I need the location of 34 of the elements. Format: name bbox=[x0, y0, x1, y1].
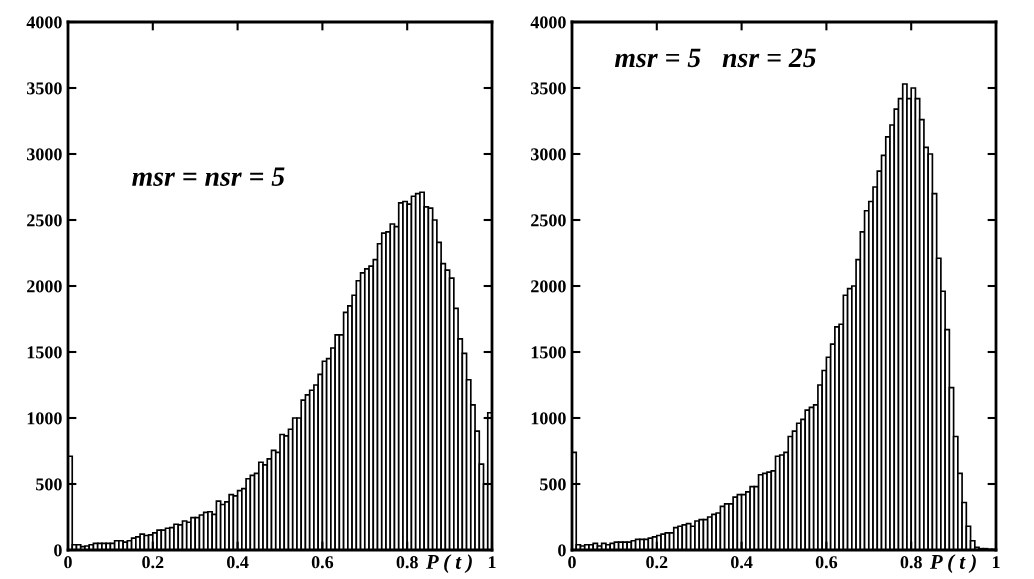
x-tick-label: 0.6 bbox=[815, 556, 838, 569]
y-tick-label: 1000 bbox=[27, 412, 62, 425]
y-tick-label: 4000 bbox=[26, 16, 62, 29]
y-tick-label: 3500 bbox=[27, 82, 62, 95]
y-tick-label: 1500 bbox=[531, 346, 566, 359]
x-tick-label: 0.4 bbox=[731, 556, 753, 569]
y-tick-label: 3000 bbox=[531, 148, 566, 161]
x-axis-title: P ( t ) bbox=[425, 554, 472, 574]
y-tick-label: 2000 bbox=[531, 280, 566, 293]
x-tick-label: 0.2 bbox=[142, 556, 164, 569]
y-tick-label: 3500 bbox=[531, 82, 566, 95]
x-tick-label: 0.8 bbox=[396, 556, 418, 569]
x-axis-title: P ( t ) bbox=[929, 554, 976, 574]
y-tick-label: 1500 bbox=[27, 346, 62, 359]
x-tick-label: 1 bbox=[488, 556, 496, 569]
annotation: msr = 5 nsr = 25 bbox=[614, 48, 816, 68]
x-tick-label: 0.6 bbox=[311, 556, 334, 569]
y-tick-label: 4000 bbox=[530, 16, 566, 29]
x-tick-label: 0.8 bbox=[900, 556, 922, 569]
y-tick-label: 500 bbox=[36, 478, 62, 491]
y-tick-label: 2000 bbox=[27, 280, 62, 293]
y-tick-label: 0 bbox=[558, 544, 566, 557]
x-tick-label: 0 bbox=[64, 556, 72, 569]
y-tick-label: 1000 bbox=[531, 412, 566, 425]
x-tick-label: 0.2 bbox=[646, 556, 668, 569]
x-tick-label: 0 bbox=[568, 556, 576, 569]
x-tick-label: 1 bbox=[992, 556, 1000, 569]
y-tick-label: 0 bbox=[54, 544, 62, 557]
y-tick-label: 3000 bbox=[27, 148, 62, 161]
y-tick-label: 2500 bbox=[531, 214, 566, 227]
y-tick-label: 500 bbox=[540, 478, 566, 491]
x-tick-label: 0.4 bbox=[227, 556, 249, 569]
y-tick-label: 2500 bbox=[27, 214, 62, 227]
annotation: msr = nsr = 5 bbox=[132, 167, 285, 186]
